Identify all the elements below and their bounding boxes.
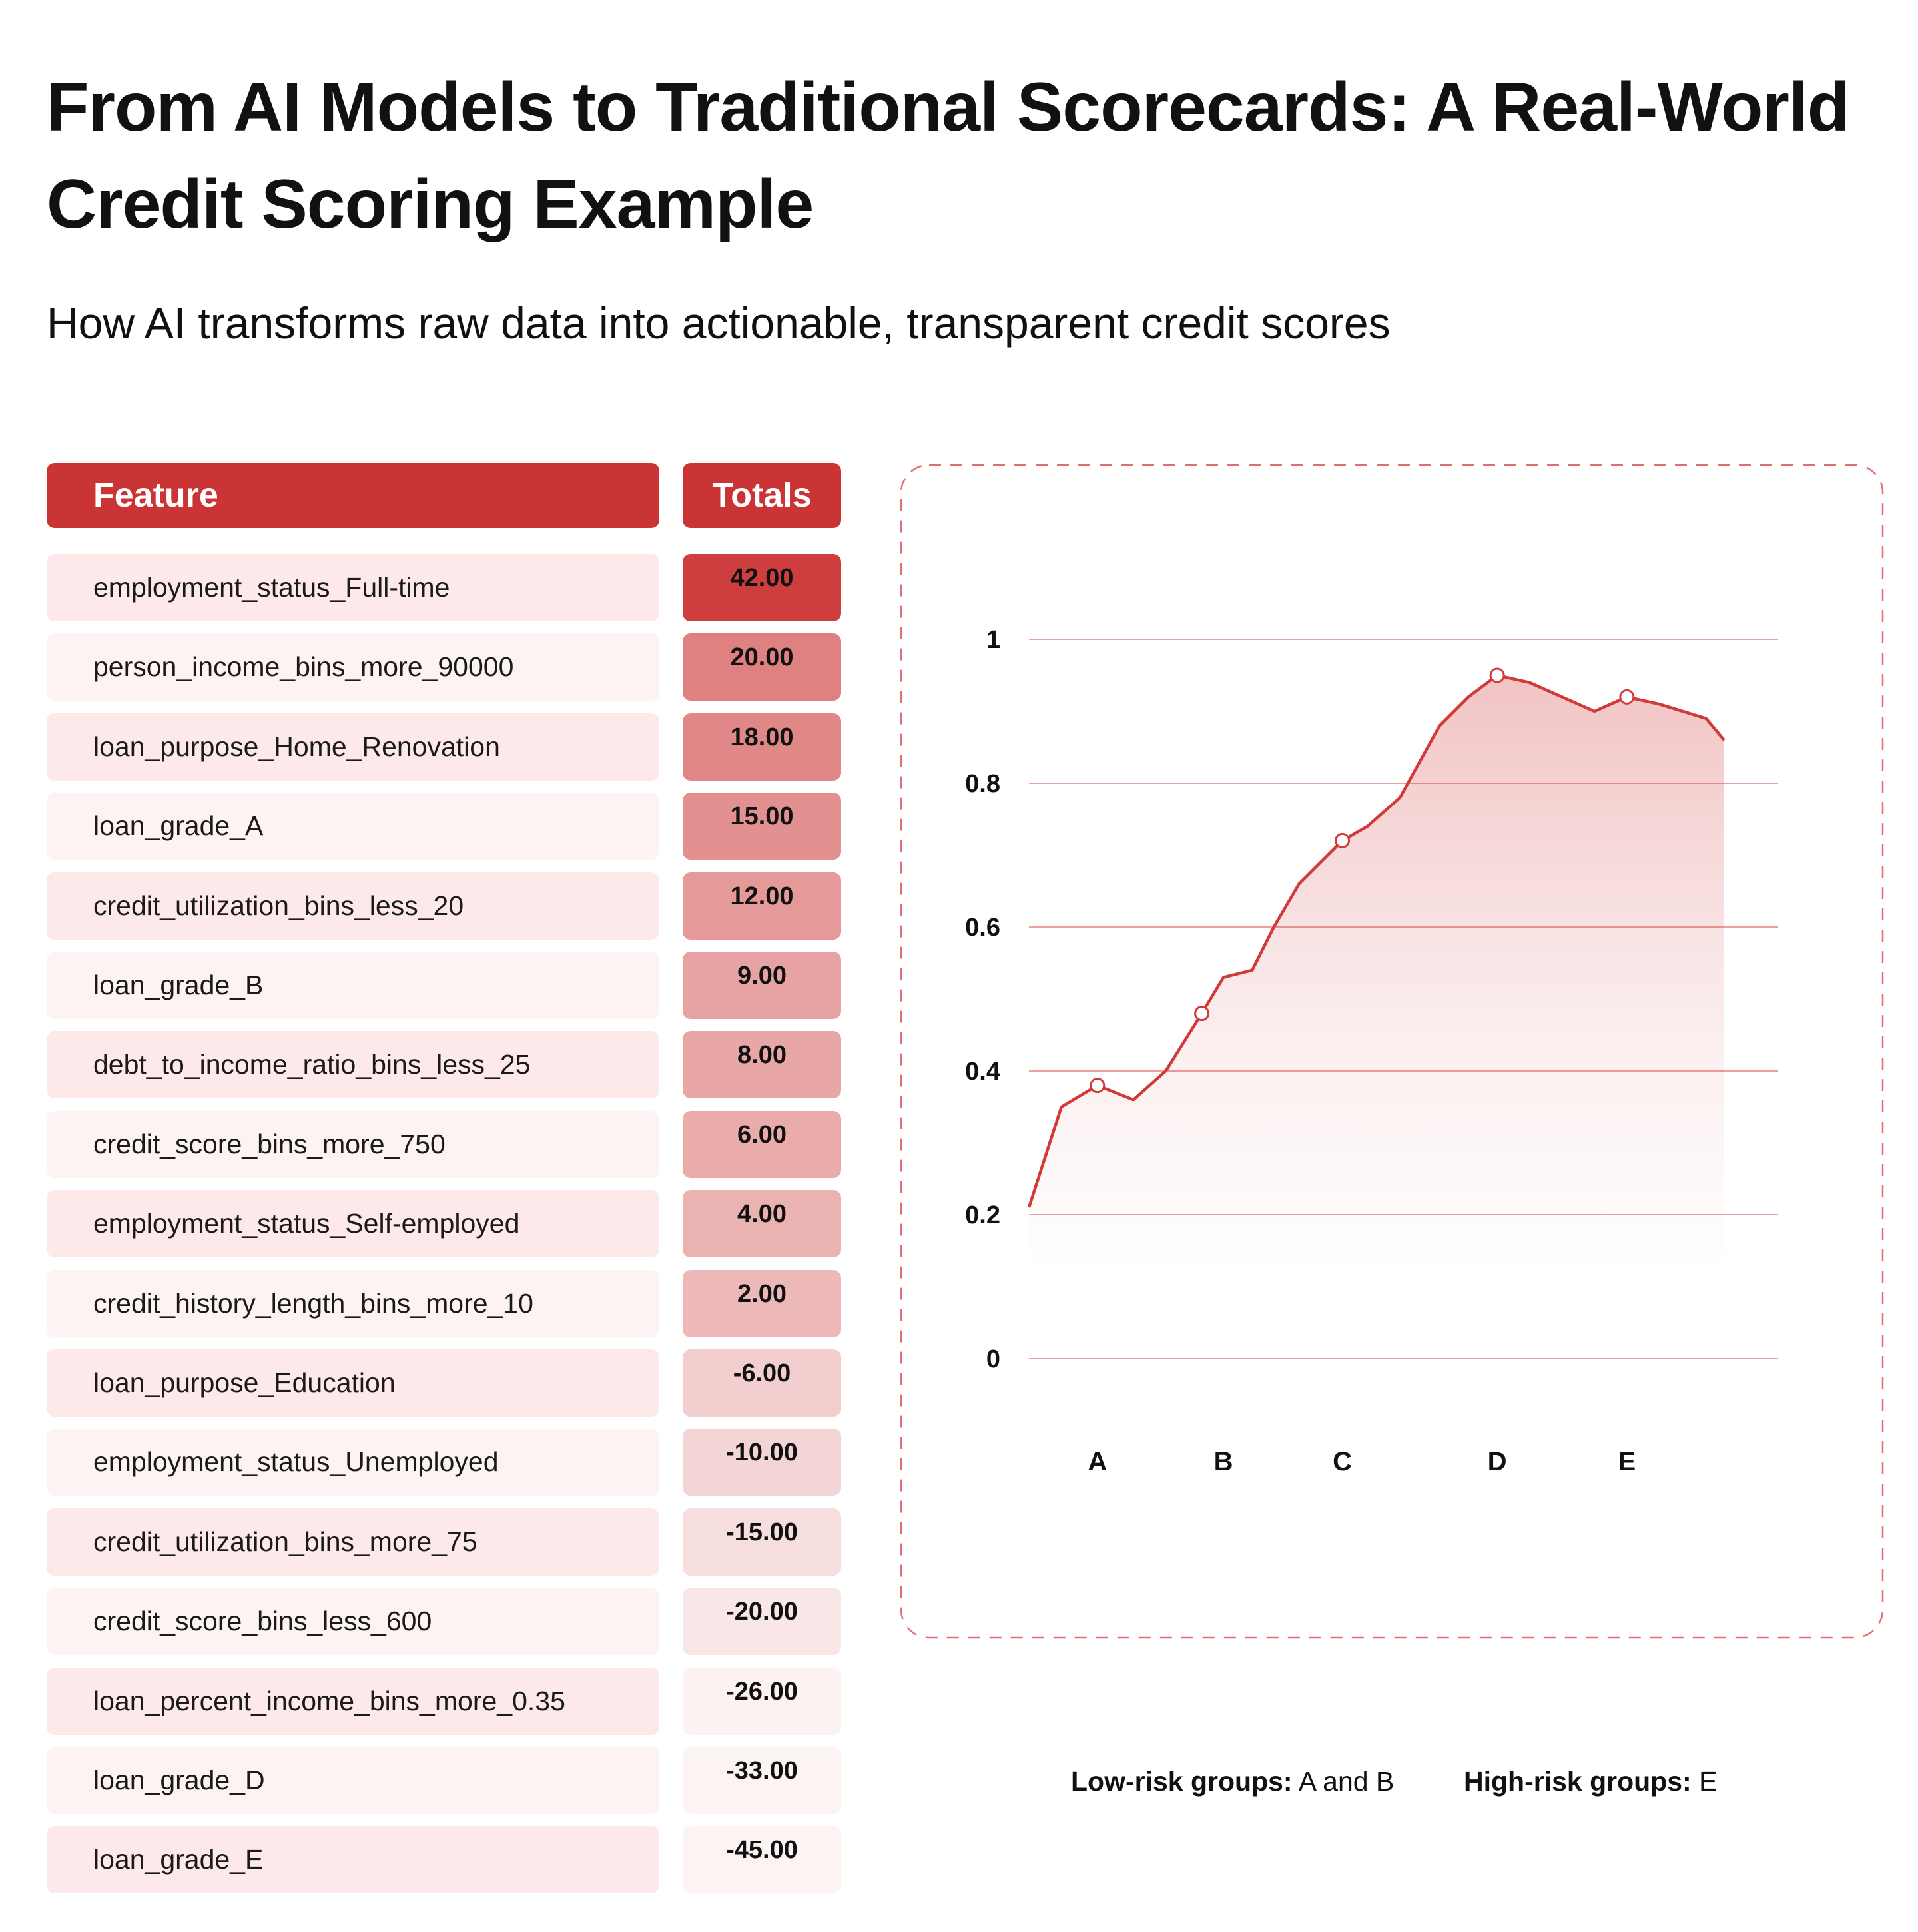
feature-cell: loan_grade_E [47, 1826, 659, 1894]
score-chart: 0 0.2 0.4 0.6 0.8 1 A B C D E [899, 463, 1885, 1640]
x-category-label: B [1214, 1447, 1233, 1476]
y-tick-label: 1 [986, 626, 1000, 654]
feature-cell: employment_status_Self-employed [47, 1190, 659, 1258]
feature-cell: credit_history_length_bins_more_10 [47, 1269, 659, 1337]
feature-column-header: Feature [47, 463, 659, 528]
y-tick-label: 0.8 [965, 770, 1000, 798]
low-risk-value: A and B [1292, 1766, 1395, 1797]
total-cell: -15.00 [683, 1508, 841, 1576]
y-tick-label: 0.4 [965, 1058, 1000, 1086]
total-cell: 12.00 [683, 872, 841, 940]
total-cell: 42.00 [683, 554, 841, 621]
total-cell: -33.00 [683, 1747, 841, 1814]
area-fill [1029, 675, 1724, 1273]
table-row: loan_grade_B 9.00 [47, 952, 1379, 1019]
table-row: credit_score_bins_less_600 -20.00 [47, 1588, 1379, 1656]
y-tick-label: 0 [986, 1345, 1000, 1373]
y-tick-label: 0.6 [965, 914, 1000, 942]
series-line [1027, 673, 1726, 1208]
table-row: loan_grade_D -33.00 [47, 1747, 1379, 1814]
feature-cell: employment_status_Unemployed [47, 1429, 659, 1496]
table-row: employment_status_Self-employed 4.00 [47, 1190, 1379, 1258]
x-category-label: A [1088, 1447, 1107, 1476]
table-row: employment_status_Unemployed -10.00 [47, 1429, 1379, 1496]
high-risk-legend: High-risk groups: E [1464, 1762, 1717, 1801]
total-cell: 9.00 [683, 952, 841, 1019]
table-row: loan_purpose_Education -6.00 [47, 1349, 1379, 1417]
total-cell: -20.00 [683, 1588, 841, 1656]
total-cell: -26.00 [683, 1667, 841, 1735]
x-category-label: D [1488, 1447, 1507, 1476]
feature-cell: credit_score_bins_less_600 [47, 1588, 659, 1656]
feature-cell: loan_purpose_Home_Renovation [47, 713, 659, 781]
feature-cell: credit_utilization_bins_more_75 [47, 1508, 659, 1576]
table-row: loan_purpose_Home_Renovation 18.00 [47, 713, 1379, 781]
high-risk-label: High-risk groups: [1464, 1766, 1692, 1797]
table-row: credit_utilization_bins_less_20 12.00 [47, 872, 1379, 940]
table-row: person_income_bins_more_90000 20.00 [47, 633, 1379, 701]
page-title: From AI Models to Traditional Scorecards… [47, 69, 1849, 243]
table-row: debt_to_income_ratio_bins_less_25 8.00 [47, 1031, 1379, 1099]
table-row: credit_utilization_bins_more_75 -15.00 [47, 1508, 1379, 1576]
data-point-marker [1194, 1006, 1210, 1022]
total-cell: 4.00 [683, 1190, 841, 1258]
feature-cell: loan_grade_D [47, 1747, 659, 1814]
table-row: employment_status_Full-time 42.00 [47, 554, 1379, 621]
total-cell: 20.00 [683, 633, 841, 701]
total-cell: -10.00 [683, 1429, 841, 1496]
data-point-marker [1335, 832, 1351, 848]
total-cell: 2.00 [683, 1269, 841, 1337]
feature-cell: credit_utilization_bins_less_20 [47, 872, 659, 940]
feature-cell: loan_purpose_Education [47, 1349, 659, 1417]
page-subtitle: How AI transforms raw data into actionab… [47, 298, 1391, 348]
total-cell: -45.00 [683, 1826, 841, 1894]
low-risk-legend: Low-risk groups: A and B [1071, 1762, 1394, 1801]
table-row: credit_score_bins_more_750 6.00 [47, 1110, 1379, 1178]
feature-cell: loan_grade_B [47, 952, 659, 1019]
feature-cell: employment_status_Full-time [47, 554, 659, 621]
total-cell: 15.00 [683, 793, 841, 860]
data-point-marker [1619, 689, 1635, 705]
table-row: loan_grade_E -45.00 [47, 1826, 1379, 1894]
total-cell: 8.00 [683, 1031, 841, 1099]
total-cell: 18.00 [683, 713, 841, 781]
feature-cell: debt_to_income_ratio_bins_less_25 [47, 1031, 659, 1099]
table-row: loan_grade_A 15.00 [47, 793, 1379, 860]
totals-column-header: Totals [683, 463, 841, 528]
x-category-label: C [1333, 1447, 1352, 1476]
high-risk-value: E [1691, 1766, 1718, 1797]
total-cell: 6.00 [683, 1110, 841, 1178]
x-category-label: E [1618, 1447, 1636, 1476]
feature-cell: credit_score_bins_more_750 [47, 1110, 659, 1178]
score-chart-svg: 0 0.2 0.4 0.6 0.8 1 A B C D E [900, 464, 1884, 1639]
total-cell: -6.00 [683, 1349, 841, 1417]
feature-cell: loan_grade_A [47, 793, 659, 860]
table-row: loan_percent_income_bins_more_0.35 -26.00 [47, 1667, 1379, 1735]
feature-cell: loan_percent_income_bins_more_0.35 [47, 1667, 659, 1735]
data-point-marker [1090, 1078, 1106, 1094]
low-risk-label: Low-risk groups: [1071, 1766, 1293, 1797]
y-tick-label: 0.2 [965, 1201, 1000, 1229]
feature-cell: person_income_bins_more_90000 [47, 633, 659, 701]
table-row: credit_history_length_bins_more_10 2.00 [47, 1269, 1379, 1337]
data-point-marker [1489, 667, 1505, 683]
